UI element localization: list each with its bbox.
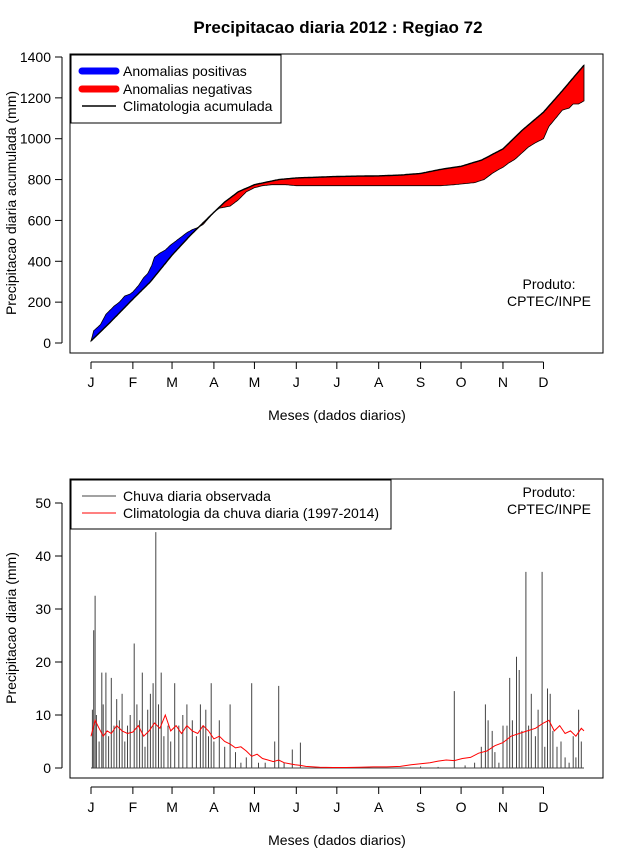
top-note-line-1: Produto: xyxy=(523,276,576,292)
top-x-tick-label: N xyxy=(498,374,508,390)
top-y-tick-label: 1200 xyxy=(20,90,51,106)
bottom-x-tick-label: M xyxy=(249,799,261,815)
top-y-tick-label: 1000 xyxy=(20,131,51,147)
top-x-tick-label: J xyxy=(293,374,300,390)
bottom-panel: 0 10 20 30 40 50 J F M A M J J A S O N D Precipitacao di… xyxy=(3,478,604,848)
chart-title: Precipitacao diaria 2012 : Regiao 72 xyxy=(193,18,482,37)
bottom-y-tick-label: 20 xyxy=(35,654,51,670)
top-plot-data xyxy=(90,64,585,343)
bottom-plot-frame xyxy=(69,478,604,779)
top-x-tick-label: D xyxy=(538,374,548,390)
legend-label-daily-climatology: Climatologia da chuva diaria (1997-2014) xyxy=(123,505,379,521)
bottom-x-tick-label: J xyxy=(88,799,95,815)
top-x-tick-label: M xyxy=(249,374,261,390)
legend-label-positive: Anomalias positivas xyxy=(123,63,247,79)
bottom-y-axis: 0 10 20 30 40 50 xyxy=(35,495,63,776)
bottom-x-tick-label: A xyxy=(209,799,219,815)
bottom-note-line-2: CPTEC/INPE xyxy=(507,501,591,517)
top-x-tick-label: O xyxy=(456,374,467,390)
bottom-x-tick-label: A xyxy=(374,799,384,815)
top-x-tick-label: S xyxy=(416,374,425,390)
bottom-plot-data xyxy=(90,532,585,769)
top-y-tick-label: 800 xyxy=(28,172,52,188)
bottom-y-tick-label: 40 xyxy=(35,548,51,564)
top-legend: Anomalias positivas Anomalias negativas … xyxy=(70,54,282,124)
bottom-y-tick-label: 0 xyxy=(43,760,51,776)
bottom-y-tick-label: 10 xyxy=(35,707,51,723)
bottom-note-line-1: Produto: xyxy=(523,484,576,500)
top-x-axis-title: Meses (dados diarios) xyxy=(268,407,406,423)
top-x-tick-label: J xyxy=(333,374,340,390)
bottom-x-tick-label: F xyxy=(129,799,138,815)
legend-label-negative: Anomalias negativas xyxy=(123,81,252,97)
top-y-tick-label: 600 xyxy=(28,212,52,228)
legend-label-observed: Chuva diaria observada xyxy=(123,488,271,504)
legend-label-climatology: Climatologia acumulada xyxy=(123,98,273,114)
top-panel: 0 200 400 600 800 1000 1200 1400 J F M A M J J A S O N D P… xyxy=(3,49,604,423)
bottom-x-tick-label: D xyxy=(538,799,548,815)
bottom-y-tick-label: 30 xyxy=(35,601,51,617)
top-y-axis: 0 200 400 600 800 1000 1200 1400 xyxy=(20,49,63,351)
daily-climatology-line xyxy=(90,713,585,768)
top-x-tick-label: M xyxy=(166,374,178,390)
bottom-legend: Chuva diaria observada Climatologia da c… xyxy=(70,479,392,530)
top-y-tick-label: 200 xyxy=(28,294,52,310)
climatology-cumulative-line xyxy=(90,64,585,342)
bottom-x-tick-label: J xyxy=(333,799,340,815)
top-y-tick-label: 1400 xyxy=(20,49,51,65)
bottom-x-axis-title: Meses (dados diarios) xyxy=(268,832,406,848)
bottom-x-tick-label: J xyxy=(293,799,300,815)
bottom-x-tick-label: S xyxy=(416,799,425,815)
top-x-tick-label: A xyxy=(209,374,219,390)
bottom-y-tick-label: 50 xyxy=(35,495,51,511)
bottom-y-axis-title: Precipitacao diaria (mm) xyxy=(3,552,19,704)
top-x-tick-label: J xyxy=(88,374,95,390)
top-y-tick-label: 400 xyxy=(28,253,52,269)
top-y-axis-title: Precipitacao diaria acumulada (mm) xyxy=(3,91,19,315)
top-note-line-2: CPTEC/INPE xyxy=(507,293,591,309)
top-y-tick-label: 0 xyxy=(43,335,51,351)
top-plot-frame xyxy=(69,53,604,354)
top-x-tick-label: F xyxy=(129,374,138,390)
bottom-legend-box xyxy=(70,479,392,530)
bottom-x-tick-label: N xyxy=(498,799,508,815)
bottom-x-tick-label: M xyxy=(166,799,178,815)
bottom-x-tick-label: O xyxy=(456,799,467,815)
top-x-tick-label: A xyxy=(374,374,384,390)
